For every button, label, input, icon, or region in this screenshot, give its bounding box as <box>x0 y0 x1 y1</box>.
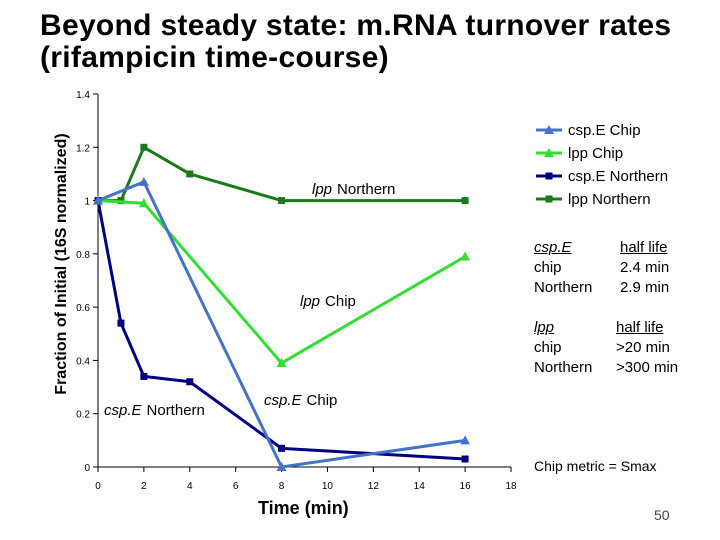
chip-metric-note: Chip metric = Smax <box>534 458 657 474</box>
x-tick-label: 8 <box>279 481 285 492</box>
data-point <box>461 197 469 205</box>
csp-row-northern: Northern <box>534 279 593 296</box>
x-tick-label: 0 <box>95 481 101 492</box>
lpp-half-life-header: half life <box>616 319 664 336</box>
y-tick-label: 0.6 <box>76 303 90 314</box>
csp-half-life-table: csp.E chip Northern half life 2.4 min 2.… <box>534 238 704 300</box>
csp-half-life-header: half life <box>620 239 668 256</box>
csp-row-chip: chip <box>534 259 562 276</box>
legend-label: csp.E Chip <box>568 122 641 139</box>
data-point <box>186 170 194 178</box>
x-tick-label: 14 <box>414 481 426 492</box>
legend-label: lpp Northern <box>568 191 651 208</box>
slide-title: Beyond steady state: m.RNA turnover rate… <box>40 10 710 73</box>
y-tick-label: 0.2 <box>76 410 90 421</box>
chart-axes: 0 0.2 0.4 0.6 0.8 1 1.2 1.4 0 2 4 6 8 10 12 14 16 18 <box>76 90 517 492</box>
data-point <box>278 197 286 205</box>
data-point <box>138 198 149 208</box>
legend-marker <box>545 172 553 180</box>
lpp-gene-name: lpp <box>534 319 555 336</box>
series-line <box>97 199 466 365</box>
y-axis-label: Fraction of Initial (16S normalized) <box>53 133 70 394</box>
annotation-lpp-chip: lpp Chip <box>300 293 356 310</box>
annotation-csp-chip: csp.E Chip <box>264 392 337 409</box>
lpp-row-chip: chip <box>534 339 562 356</box>
slide-title-line-2: (rifampicin time-course) <box>40 40 389 74</box>
x-tick-label: 16 <box>460 481 472 492</box>
y-tick-label: 0.8 <box>76 250 90 261</box>
series-line <box>97 180 466 469</box>
x-tick-label: 12 <box>368 481 380 492</box>
slide-title-line-1: Beyond steady state: m.RNA turnover rate… <box>40 9 672 42</box>
annotation-lpp-northern: lpp Northern <box>312 181 395 198</box>
lpp-half-life-northern: >300 min <box>616 359 679 376</box>
csp-half-life-chip: 2.4 min <box>620 259 670 276</box>
csp-half-life-northern: 2.9 min <box>620 279 670 296</box>
legend-marker <box>544 125 554 134</box>
data-point <box>460 251 471 261</box>
series-line <box>96 200 466 461</box>
lpp-half-life-chip: >20 min <box>616 339 670 356</box>
x-tick-label: 6 <box>233 481 239 492</box>
annotation-csp-northern: csp.E Northern <box>104 402 205 419</box>
chart-series <box>93 143 471 471</box>
series-line <box>98 145 466 203</box>
data-point <box>117 319 125 327</box>
legend-marker <box>544 148 554 157</box>
y-tick-label: 0 <box>84 463 90 474</box>
legend-label: csp.E Northern <box>568 168 668 185</box>
series-csp-e-northern <box>94 197 469 463</box>
data-point <box>140 143 148 151</box>
data-point <box>460 435 471 445</box>
data-point <box>186 378 194 386</box>
data-point <box>276 462 287 471</box>
series-csp-e-chip <box>93 176 471 471</box>
x-tick-label: 2 <box>141 481 147 492</box>
csp-gene-name: csp.E <box>534 239 572 256</box>
data-point <box>461 455 469 463</box>
page-number: 50 <box>654 507 670 523</box>
x-axis-label: Time (min) <box>258 498 349 518</box>
data-point <box>140 372 148 380</box>
legend-marker <box>545 195 553 203</box>
legend-label: lpp Chip <box>568 145 623 162</box>
y-tick-label: 0.4 <box>76 356 90 367</box>
y-tick-label: 1.2 <box>76 143 90 154</box>
series-lpp-chip <box>93 195 471 368</box>
lpp-half-life-table: lpp chip Northern half life >20 min >300… <box>534 318 714 380</box>
x-tick-label: 18 <box>505 481 517 492</box>
data-point <box>278 444 286 452</box>
data-point <box>138 176 149 186</box>
data-point <box>93 195 103 205</box>
y-tick-label: 1 <box>84 197 90 208</box>
y-tick-label: 1.4 <box>76 90 90 101</box>
x-tick-label: 4 <box>187 481 193 492</box>
lpp-row-northern: Northern <box>534 359 593 376</box>
data-point <box>276 358 287 368</box>
chart-legend: csp.E Chip lpp Chip csp.E Northern lpp Nort… <box>536 122 668 208</box>
x-tick-label: 10 <box>322 481 334 492</box>
